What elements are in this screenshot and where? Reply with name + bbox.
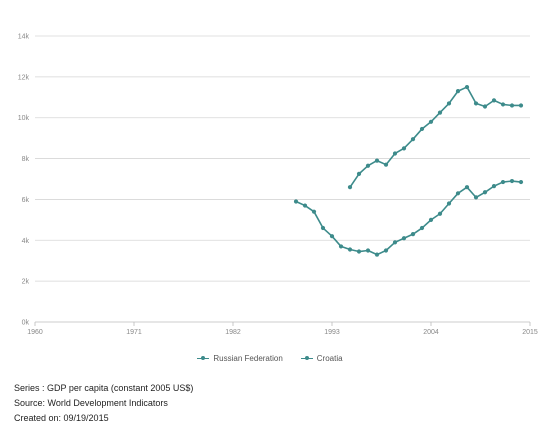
data-point[interactable] — [455, 191, 461, 196]
data-point[interactable] — [482, 190, 488, 195]
data-point[interactable] — [347, 247, 353, 252]
y-tick-label: 6k — [22, 197, 30, 204]
data-point[interactable] — [509, 103, 515, 108]
x-tick-label: 2004 — [423, 329, 439, 336]
data-point[interactable] — [455, 89, 461, 94]
series-1 — [347, 84, 524, 190]
data-point[interactable] — [464, 185, 470, 190]
data-point[interactable] — [293, 199, 299, 204]
data-point[interactable] — [338, 244, 344, 249]
y-tick-label: 8k — [22, 156, 30, 163]
data-point[interactable] — [392, 151, 398, 156]
data-point[interactable] — [419, 225, 425, 231]
x-tick-label: 1993 — [324, 329, 340, 336]
x-tick-label: 1971 — [126, 329, 142, 336]
line-chart: 0k 2k 4k 6k 8k 10k 12k 14k 1960 1971 1982 1993 2004… — [18, 34, 538, 337]
data-point[interactable] — [311, 209, 317, 214]
data-point[interactable] — [383, 248, 389, 253]
chart-footer: Series : GDP per capita (constant 2005 U… — [14, 381, 193, 426]
data-point[interactable] — [491, 98, 497, 103]
series-caption: Series : GDP per capita (constant 2005 U… — [14, 383, 194, 393]
data-point[interactable] — [500, 179, 506, 185]
data-point[interactable] — [374, 252, 380, 257]
data-point[interactable] — [320, 225, 326, 231]
y-tick-label: 4k — [22, 238, 30, 245]
data-point[interactable] — [347, 185, 353, 190]
y-tick-label: 14k — [18, 34, 30, 41]
data-point[interactable] — [410, 232, 416, 237]
source-caption: Source: World Development Indicators — [14, 398, 168, 408]
data-point[interactable] — [329, 234, 335, 239]
x-axis: 1960 1971 1982 1993 2004 2015 — [27, 322, 538, 336]
data-point[interactable] — [401, 146, 407, 151]
data-point[interactable] — [302, 203, 308, 208]
data-point[interactable] — [428, 119, 434, 124]
data-point[interactable] — [491, 184, 497, 189]
data-point[interactable] — [383, 162, 389, 167]
data-point[interactable] — [401, 236, 407, 241]
data-point[interactable] — [428, 217, 434, 222]
data-point[interactable] — [473, 101, 479, 106]
legend-item-1[interactable]: Croatia — [300, 353, 343, 363]
data-point[interactable] — [356, 249, 362, 254]
data-point[interactable] — [419, 126, 425, 132]
data-point[interactable] — [410, 137, 416, 142]
data-point[interactable] — [473, 195, 479, 200]
data-point[interactable] — [437, 211, 443, 216]
legend-label: Croatia — [316, 353, 343, 363]
data-point[interactable] — [365, 163, 371, 168]
y-tick-label: 12k — [18, 74, 30, 81]
data-point[interactable] — [365, 248, 371, 253]
legend-swatch — [197, 354, 210, 362]
y-tick-label: 10k — [18, 115, 30, 122]
legend-swatch — [300, 354, 313, 362]
series-line — [295, 180, 522, 256]
series-0 — [293, 178, 524, 257]
x-tick-label: 1960 — [27, 329, 43, 336]
legend: Russian Federation Croatia — [0, 351, 540, 365]
legend-label: Russian Federation — [213, 353, 283, 363]
y-axis: 0k 2k 4k 6k 8k 10k 12k 14k — [18, 34, 30, 327]
created-caption: Created on: 09/19/2015 — [14, 413, 109, 423]
data-point[interactable] — [374, 158, 380, 163]
data-point[interactable] — [518, 179, 524, 185]
data-point[interactable] — [509, 178, 515, 184]
data-point[interactable] — [482, 104, 488, 109]
grid-lines — [35, 35, 530, 323]
data-point[interactable] — [446, 201, 452, 206]
legend-item-0[interactable]: Russian Federation — [197, 353, 283, 363]
data-point[interactable] — [446, 101, 452, 106]
x-tick-label: 1982 — [225, 329, 241, 336]
series-group — [293, 84, 524, 257]
y-tick-label: 2k — [22, 279, 30, 286]
data-point[interactable] — [392, 240, 398, 245]
data-point[interactable] — [356, 171, 362, 176]
data-point[interactable] — [518, 103, 524, 108]
data-point[interactable] — [500, 102, 506, 107]
series-line — [349, 86, 521, 188]
y-tick-label: 0k — [22, 320, 30, 327]
data-point[interactable] — [464, 84, 470, 90]
data-point[interactable] — [437, 110, 443, 115]
x-tick-label: 2015 — [522, 329, 538, 336]
